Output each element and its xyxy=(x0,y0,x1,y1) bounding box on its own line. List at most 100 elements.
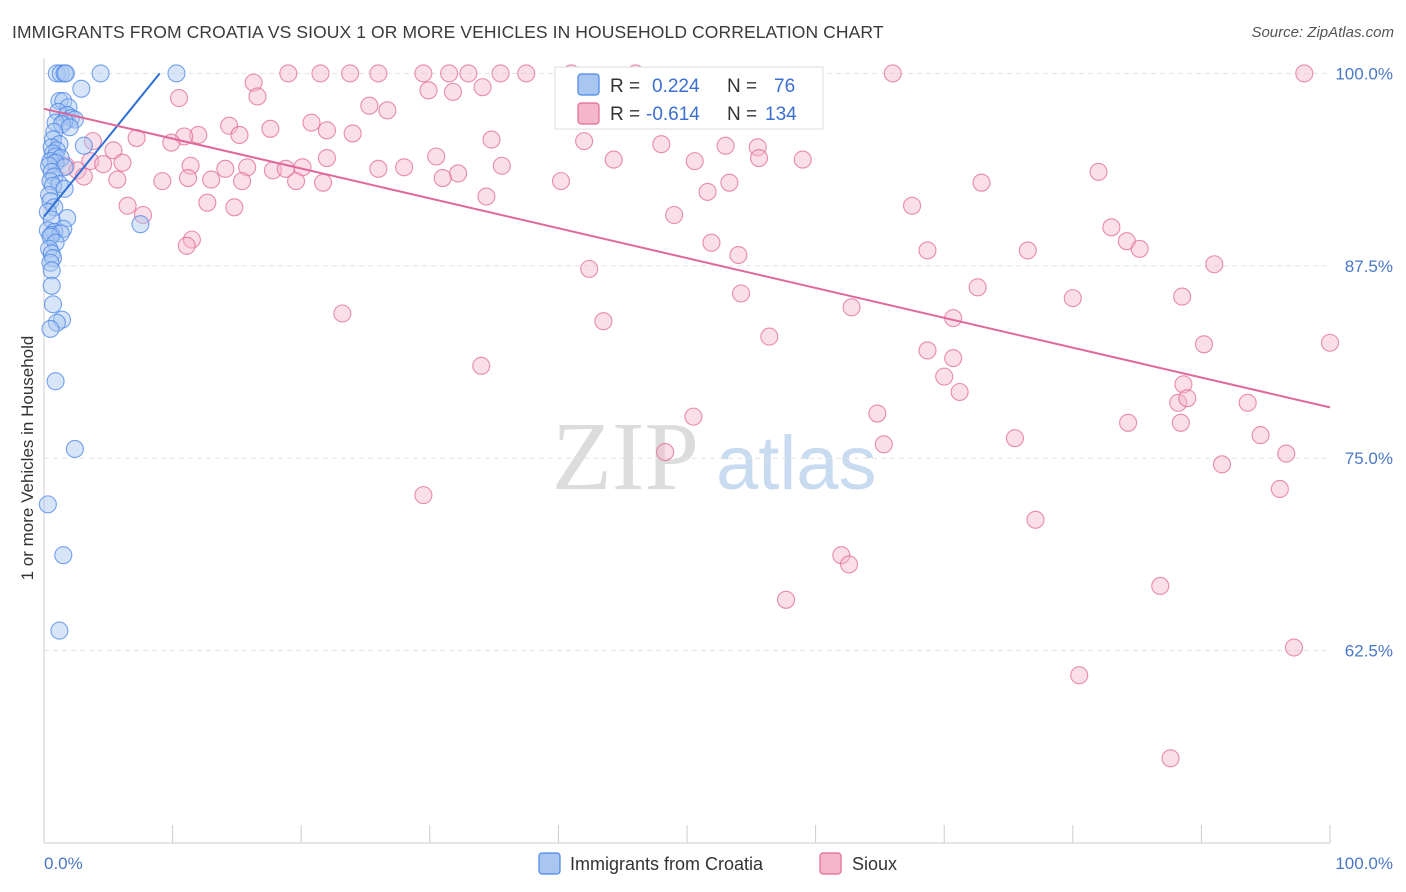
sioux-point xyxy=(369,159,388,178)
correlation-legend: R = 0.224 N = 76 R = -0.614 N = 134 xyxy=(554,66,824,130)
legend-n-label-sioux: N = xyxy=(727,104,757,125)
chart-source: Source: ZipAtlas.com xyxy=(1251,24,1394,41)
legend-swatch-sioux xyxy=(577,102,600,125)
sioux-point xyxy=(230,125,249,145)
sioux-point xyxy=(1295,64,1314,83)
sioux-point xyxy=(1270,479,1289,499)
sioux-point xyxy=(1320,333,1340,352)
sioux-point xyxy=(427,147,446,166)
bottom-legend-label-croatia: Immigrants from Croatia xyxy=(570,854,764,874)
sioux-point xyxy=(698,182,717,201)
sioux-point xyxy=(839,555,859,574)
sioux-point xyxy=(1205,255,1224,274)
sioux-point xyxy=(793,150,812,169)
sioux-point xyxy=(169,88,189,108)
sioux-point xyxy=(317,148,336,168)
sioux-point xyxy=(1161,749,1180,768)
sioux-point xyxy=(1212,455,1232,474)
sioux-point xyxy=(414,486,433,505)
croatia-point xyxy=(54,546,73,565)
legend-swatch-croatia xyxy=(577,73,600,96)
sioux-point xyxy=(874,435,893,454)
x-axis-label-max: 100.0% xyxy=(1335,854,1393,873)
bottom-legend-label-sioux: Sioux xyxy=(852,854,897,874)
y-axis-title: 1 or more Vehicles in Household xyxy=(18,336,37,581)
croatia-point xyxy=(41,319,60,338)
legend-r-label-sioux: R = xyxy=(610,104,640,125)
sioux-point xyxy=(232,172,252,191)
sioux-point xyxy=(414,64,433,83)
sioux-point xyxy=(449,164,468,183)
sioux-point xyxy=(118,196,137,215)
croatia-point xyxy=(58,209,77,228)
sioux-point xyxy=(317,121,336,140)
croatia-point xyxy=(91,64,110,83)
croatia-point xyxy=(74,136,93,155)
sioux-point xyxy=(517,64,536,83)
sioux-point xyxy=(472,356,491,375)
sioux-point xyxy=(177,236,196,255)
sioux-point xyxy=(108,170,127,189)
sioux-point xyxy=(1063,289,1082,308)
legend-n-label-croatia: N = xyxy=(727,76,757,97)
sioux-point xyxy=(216,159,235,178)
sioux-point xyxy=(1089,162,1108,181)
croatia-point xyxy=(46,372,65,391)
sioux-point xyxy=(883,64,902,83)
sioux-point xyxy=(842,298,861,317)
sioux-point xyxy=(832,546,851,565)
sioux-point xyxy=(261,119,280,138)
bottom-legend-swatch-croatia xyxy=(538,852,561,875)
sioux-point xyxy=(341,64,360,83)
sioux-point xyxy=(720,173,739,192)
sioux-point xyxy=(459,64,478,83)
croatia-point xyxy=(167,64,186,83)
y-tick-label: 75.0% xyxy=(1345,449,1393,468)
sioux-point xyxy=(918,341,937,360)
sioux-point xyxy=(492,156,511,175)
sioux-point xyxy=(1238,393,1257,412)
axes xyxy=(43,58,1331,844)
croatia-point xyxy=(60,118,79,137)
trendline-sioux xyxy=(43,107,1331,409)
legend-n-value-sioux: 134 xyxy=(765,104,797,125)
y-tick-labels: 100.0% 87.5% 75.0% 62.5% xyxy=(1335,64,1393,660)
croatia-point xyxy=(51,224,70,243)
sioux-point xyxy=(443,82,462,101)
croatia-point xyxy=(43,295,63,314)
sioux-point xyxy=(575,132,594,151)
sioux-point xyxy=(83,132,102,151)
data-points xyxy=(38,64,1340,768)
sioux-point xyxy=(972,173,991,192)
sioux-point xyxy=(360,96,379,115)
sioux-point xyxy=(749,148,769,168)
sioux-point xyxy=(178,169,198,188)
sioux-point xyxy=(594,312,613,331)
legend-r-value-croatia: 0.224 xyxy=(652,76,700,97)
trendline-croatia xyxy=(43,72,161,218)
series-croatia-points xyxy=(38,64,186,640)
croatia-point xyxy=(42,261,61,280)
sioux-point xyxy=(1194,335,1214,354)
sioux-point xyxy=(189,125,208,145)
croatia-point xyxy=(56,64,75,83)
sioux-point xyxy=(333,304,352,323)
croatia-point xyxy=(131,215,150,234)
sioux-point xyxy=(656,442,675,462)
sioux-point xyxy=(419,81,438,100)
sioux-point xyxy=(760,327,779,346)
sioux-point xyxy=(225,198,244,217)
sioux-point xyxy=(868,404,887,423)
sioux-point xyxy=(1119,413,1138,432)
series-legend: Immigrants from Croatia Sioux xyxy=(538,852,897,875)
sioux-point xyxy=(1005,429,1024,448)
sioux-point xyxy=(287,172,306,191)
sioux-point xyxy=(776,590,796,609)
sioux-point xyxy=(1174,375,1193,394)
legend-r-value-sioux: -0.614 xyxy=(646,104,700,125)
sioux-point xyxy=(731,284,751,303)
sioux-point xyxy=(1102,218,1121,237)
sioux-point xyxy=(935,367,954,386)
sioux-point xyxy=(104,141,123,160)
sioux-point xyxy=(1026,510,1045,529)
